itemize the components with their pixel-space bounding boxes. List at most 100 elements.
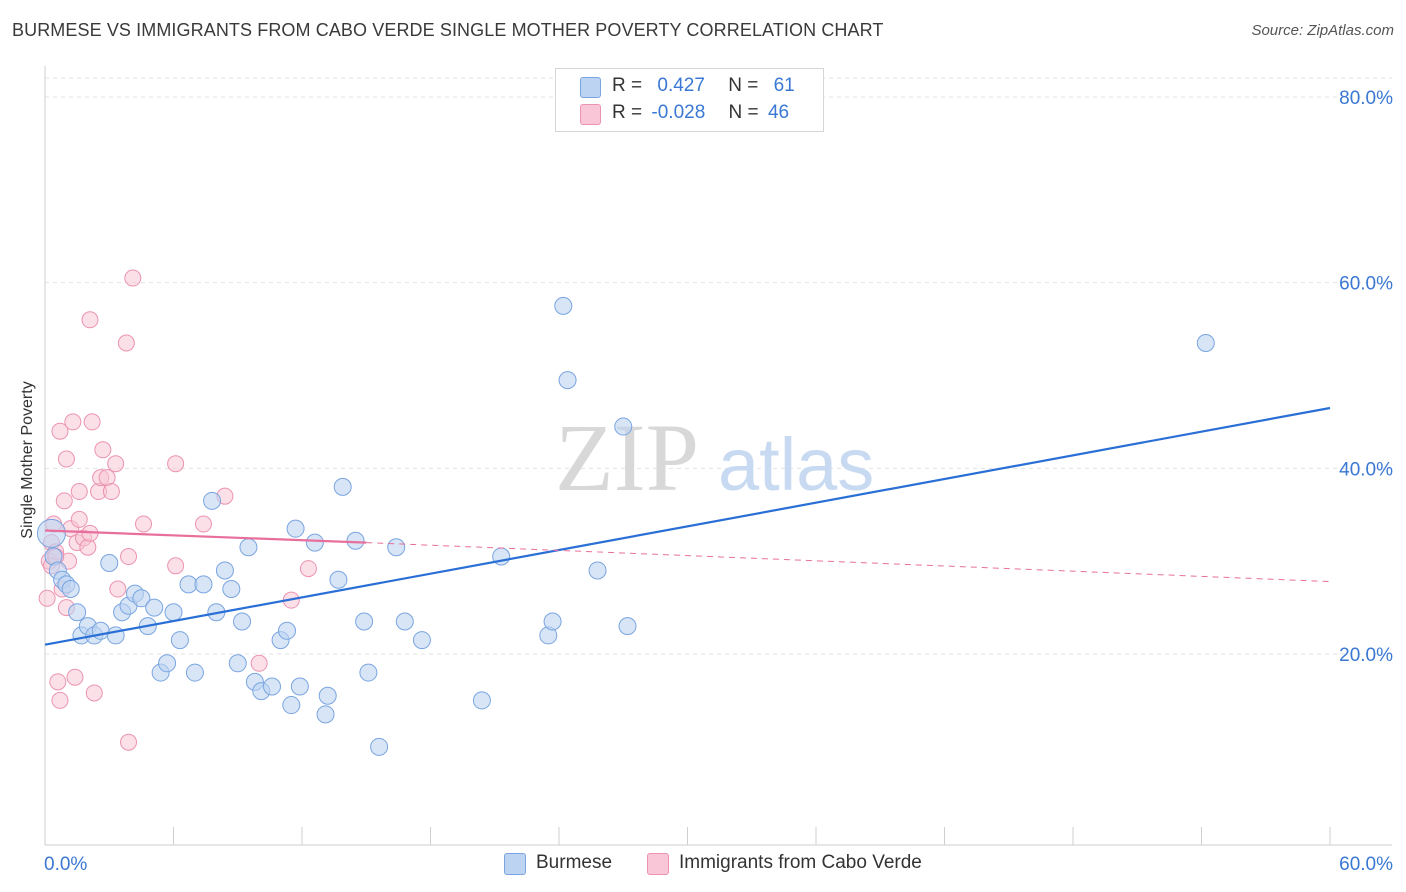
point-cabo-verde <box>49 673 67 691</box>
point-burmese <box>179 575 198 594</box>
point-cabo-verde <box>70 510 88 528</box>
point-burmese <box>346 531 365 550</box>
point-cabo-verde <box>51 422 69 440</box>
point-burmese <box>68 603 87 622</box>
point-cabo-verde <box>79 538 97 556</box>
point-burmese <box>36 518 66 548</box>
tick-labels: 20.0% 40.0% 60.0% 80.0% 0.0% 60.0% <box>44 88 1393 875</box>
point-burmese <box>164 603 183 622</box>
trend-line-cabo-verde <box>44 529 367 544</box>
point-burmese <box>61 580 80 599</box>
point-burmese <box>329 570 348 589</box>
trend-line-cabo-verde-extension <box>366 542 1331 583</box>
point-burmese <box>588 561 607 580</box>
point-burmese <box>203 491 222 510</box>
point-burmese <box>185 663 204 682</box>
x-tick-label-min: 0.0% <box>44 854 87 875</box>
legend-swatch-burmese <box>580 77 601 98</box>
legend-swatch-cabo-verde <box>580 104 601 125</box>
bottom-legend-label-cabo-verde: Immigrants from Cabo Verde <box>679 852 922 873</box>
trend-line-burmese <box>44 406 1331 646</box>
stats-legend: R = 0.427 N = 61 R = -0.028 N = 46 <box>555 68 824 132</box>
point-burmese <box>145 598 164 617</box>
legend-n-value: 46 <box>767 102 790 123</box>
point-burmese <box>387 538 406 557</box>
point-burmese <box>359 663 378 682</box>
point-burmese <box>333 477 352 496</box>
point-burmese <box>278 621 297 640</box>
point-burmese <box>158 654 177 673</box>
point-burmese <box>222 580 241 599</box>
point-cabo-verde <box>85 684 103 702</box>
y-tick-label: 60.0% <box>1339 274 1393 295</box>
point-burmese <box>286 519 305 538</box>
legend-r-value: 0.427 <box>657 75 705 96</box>
point-cabo-verde <box>167 557 185 575</box>
point-burmese <box>290 677 309 696</box>
bottom-legend-swatch-burmese <box>504 853 526 875</box>
point-cabo-verde <box>57 450 75 468</box>
point-burmese <box>170 631 189 650</box>
point-burmese <box>100 554 119 573</box>
point-burmese <box>554 296 573 315</box>
point-cabo-verde <box>109 580 127 598</box>
point-cabo-verde <box>250 654 268 672</box>
chart-title: BURMESE VS IMMIGRANTS FROM CABO VERDE SI… <box>12 20 884 40</box>
point-burmese <box>132 589 151 608</box>
axes <box>44 66 1392 846</box>
legend-r-label: R = <box>612 75 643 96</box>
point-cabo-verde <box>124 269 142 287</box>
point-burmese <box>543 612 562 631</box>
point-burmese <box>194 575 213 594</box>
point-burmese <box>614 417 633 436</box>
gridlines <box>45 77 1392 655</box>
point-burmese <box>91 621 110 640</box>
trend-lines <box>44 406 1331 646</box>
point-burmese <box>472 691 491 710</box>
legend-n-value: 61 <box>773 75 795 96</box>
x-tick-label-max: 60.0% <box>1339 854 1393 875</box>
y-axis-label: Single Mother Poverty <box>19 381 36 539</box>
point-cabo-verde <box>120 548 138 566</box>
y-axis-label-wrap: Single Mother Poverty <box>18 360 38 560</box>
point-cabo-verde <box>107 455 125 473</box>
legend-n-label: N = <box>728 75 759 96</box>
point-burmese <box>618 617 637 636</box>
point-burmese <box>318 686 337 705</box>
bottom-legend-label-burmese: Burmese <box>536 852 613 873</box>
point-burmese <box>395 612 414 631</box>
bottom-legend-swatch-cabo-verde <box>647 853 669 875</box>
point-cabo-verde <box>102 483 120 501</box>
source-note: Source: ZipAtlas.com <box>1251 22 1394 39</box>
point-cabo-verde <box>299 560 317 578</box>
point-burmese <box>215 561 234 580</box>
point-cabo-verde <box>120 733 138 751</box>
point-cabo-verde <box>94 441 112 459</box>
legend-r-label: R = <box>612 102 643 123</box>
point-cabo-verde <box>135 515 153 533</box>
y-tick-label: 40.0% <box>1339 459 1393 480</box>
y-tick-label: 20.0% <box>1339 645 1393 666</box>
point-cabo-verde <box>55 492 73 510</box>
point-burmese <box>370 737 389 756</box>
point-cabo-verde <box>70 483 88 501</box>
point-cabo-verde <box>83 413 101 431</box>
point-burmese <box>263 677 282 696</box>
watermark-atlas: atlas <box>718 423 874 506</box>
point-cabo-verde <box>51 691 69 709</box>
point-cabo-verde <box>167 455 185 473</box>
legend-r-value: -0.028 <box>651 102 706 123</box>
legend-n-label: N = <box>728 102 759 123</box>
point-burmese <box>412 631 431 650</box>
point-cabo-verde <box>81 311 99 329</box>
point-cabo-verde <box>38 589 56 607</box>
point-cabo-verde <box>64 413 82 431</box>
point-burmese <box>233 612 252 631</box>
point-burmese <box>355 612 374 631</box>
point-burmese <box>1196 334 1215 353</box>
point-burmese <box>282 696 301 715</box>
series-burmese <box>36 296 1215 756</box>
y-tick-label: 80.0% <box>1339 88 1393 109</box>
point-burmese <box>305 533 324 552</box>
